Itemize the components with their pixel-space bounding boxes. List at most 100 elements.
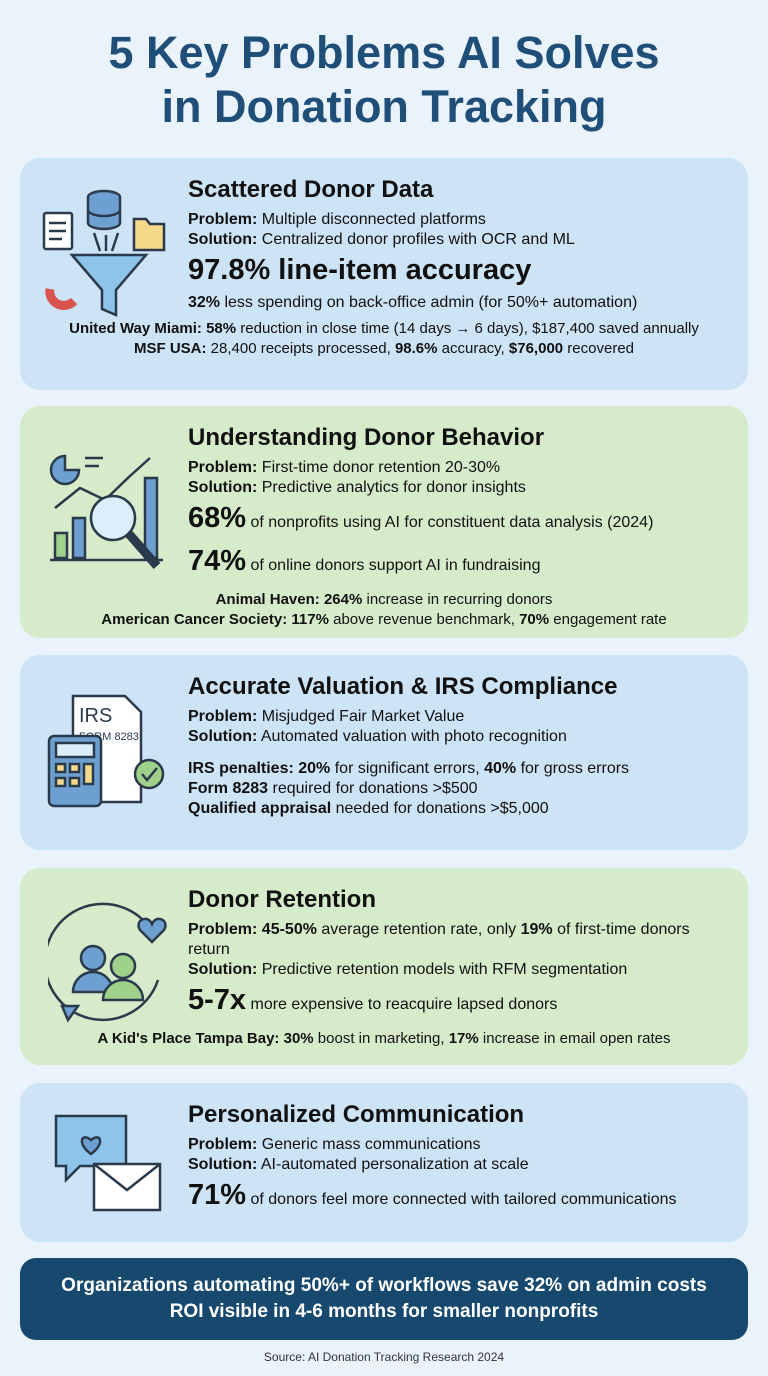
retention-icon	[48, 902, 167, 1023]
icon-shape	[71, 516, 87, 560]
icon-shape	[86, 209, 122, 218]
heading-line: Personalized Communication	[188, 1099, 732, 1131]
title-line: in Donation Tracking	[161, 81, 607, 132]
text-run: Multiple disconnected platforms	[257, 211, 486, 228]
icon-shape	[79, 944, 107, 972]
text-run: Accurate Valuation & IRS Compliance	[188, 673, 618, 700]
icon-shape	[125, 531, 161, 569]
text-run: Donor Retention	[188, 886, 376, 913]
text-run: 98.6%	[394, 340, 438, 357]
stat-figure: 97.8% line-item accuracy	[188, 254, 532, 286]
icon-shape	[133, 758, 165, 790]
heading-line: Donor Retention	[188, 884, 732, 916]
icon-shape	[101, 978, 145, 1002]
text-run: of donors feel more connected with tailo…	[246, 1191, 677, 1208]
icon-shape	[109, 952, 137, 980]
text-run: above revenue benchmark,	[328, 611, 520, 628]
icon-shape	[54, 741, 96, 759]
stat-figure: 71%	[188, 1179, 247, 1211]
text-run: 117%	[287, 611, 329, 628]
text-run: less spending on back-office admin (for …	[220, 294, 638, 311]
icon-shape	[80, 1136, 102, 1156]
text-run: Personalized Communication	[188, 1101, 525, 1128]
banner-line: Organizations automating 50%+ of workflo…	[61, 1275, 707, 1296]
title-line: 5 Key Problems AI Solves	[108, 27, 660, 78]
icon-shape	[89, 494, 137, 542]
text-run: 70%	[519, 611, 550, 628]
note-line: MSF USA: 28,400 receipts processed, 98.6…	[28, 339, 740, 359]
stat-figure: 74%	[188, 545, 247, 577]
text-run: Solution:	[188, 1156, 258, 1173]
text-run: 40%	[484, 760, 517, 777]
stat-line: 71% of donors feel more connected with t…	[188, 1177, 732, 1218]
text-run: of first-time donors return	[188, 921, 690, 958]
heading-line: Understanding Donor Behavior	[188, 422, 732, 454]
text-run: Centralized donor profiles with OCR and …	[257, 231, 575, 248]
icon-label: IRS	[79, 705, 112, 727]
text-run: 20%	[293, 760, 331, 777]
text-run: needed for donations >$5,000	[331, 800, 549, 817]
note-line: United Way Miami: 58% reduction in close…	[28, 319, 740, 339]
text-run: increase in recurring donors	[362, 591, 553, 608]
icon-shape	[68, 762, 81, 774]
text-run: American Cancer Society:	[101, 611, 288, 628]
text-run: 264%	[319, 591, 363, 608]
stat-line: 68% of nonprofits using AI for constitue…	[188, 500, 732, 541]
problem-card: Scattered Donor Data Problem: Multiple di…	[20, 158, 748, 390]
icon-shape	[93, 1163, 161, 1192]
text-run: of online donors support AI in fundraisi…	[246, 557, 541, 574]
stat-line: 5-7x more expensive to reacquire lapsed …	[188, 982, 732, 1023]
icon-shape	[92, 232, 102, 252]
text-run: Problem:	[188, 211, 258, 228]
icon-shape	[86, 197, 122, 231]
heading-line: Accurate Valuation & IRS Compliance	[188, 671, 732, 703]
text-run: A Kid's Place Tampa Bay:	[97, 1030, 280, 1047]
body-line: 32% less spending on back-office admin (…	[188, 293, 732, 313]
body-line: Problem: Generic mass communications	[188, 1135, 732, 1155]
icon-shape	[69, 253, 149, 317]
text-run: Predictive analytics for donor insights	[257, 479, 526, 496]
icon-shape	[54, 776, 67, 788]
icon-shape	[137, 917, 167, 944]
text-run: $76,000	[508, 340, 564, 357]
heading-line: Scattered Donor Data	[188, 174, 732, 206]
text-run: required for donations >$500	[268, 780, 478, 797]
text-run: Solution:	[188, 961, 258, 978]
text-run: Solution:	[188, 231, 258, 248]
text-run: Understanding Donor Behavior	[188, 424, 545, 451]
icon-shape	[49, 454, 81, 486]
text-run: Qualified appraisal	[188, 800, 332, 817]
text-run: 32%	[188, 294, 221, 311]
text-run: IRS penalties:	[188, 760, 294, 777]
source: Source: AI Donation Tracking Research 20…	[263, 1350, 505, 1364]
icon-shape	[110, 232, 120, 252]
title: 5 Key Problems AI Solves in Donation Tra…	[0, 26, 768, 134]
text-run: Misjudged Fair Market Value	[257, 708, 465, 725]
text-run: Solution:	[188, 728, 258, 745]
note-line: A Kid's Place Tampa Bay: 30% boost in ma…	[28, 1029, 740, 1049]
body-line: Problem: First-time donor retention 20-3…	[188, 458, 732, 478]
text-run: First-time donor retention 20-30%	[257, 459, 501, 476]
text-run: 58%	[201, 320, 237, 337]
text-run: engagement rate	[549, 611, 667, 628]
icon-shape	[82, 762, 95, 786]
problem-card: Understanding Donor Behavior Problem: Fir…	[20, 406, 748, 638]
text-run: Predictive retention models with RFM seg…	[257, 961, 628, 978]
text-run: MSF USA:	[133, 340, 207, 357]
text-run: Problem:	[188, 459, 258, 476]
text-run: United Way Miami:	[69, 320, 202, 337]
message-icon	[54, 1114, 162, 1212]
irs-icon: IRS FORM 8283	[47, 694, 165, 808]
body-line: Problem: Multiple disconnected platforms	[188, 210, 732, 230]
text-run: Scattered Donor Data	[188, 176, 434, 203]
text-run: Animal Haven:	[215, 591, 320, 608]
body-line: Solution: Automated valuation with photo…	[188, 727, 732, 747]
note-line: Animal Haven: 264% increase in recurring…	[28, 590, 740, 610]
text-run: for gross errors	[516, 760, 630, 777]
text-run: 45-50%	[257, 921, 317, 938]
text-run: Problem:	[188, 1136, 258, 1153]
text-run: AI-automated personalization at scale	[257, 1156, 529, 1173]
text-run: 28,400 receipts processed,	[206, 340, 395, 357]
fact-line: Qualified appraisal needed for donations…	[188, 799, 732, 819]
